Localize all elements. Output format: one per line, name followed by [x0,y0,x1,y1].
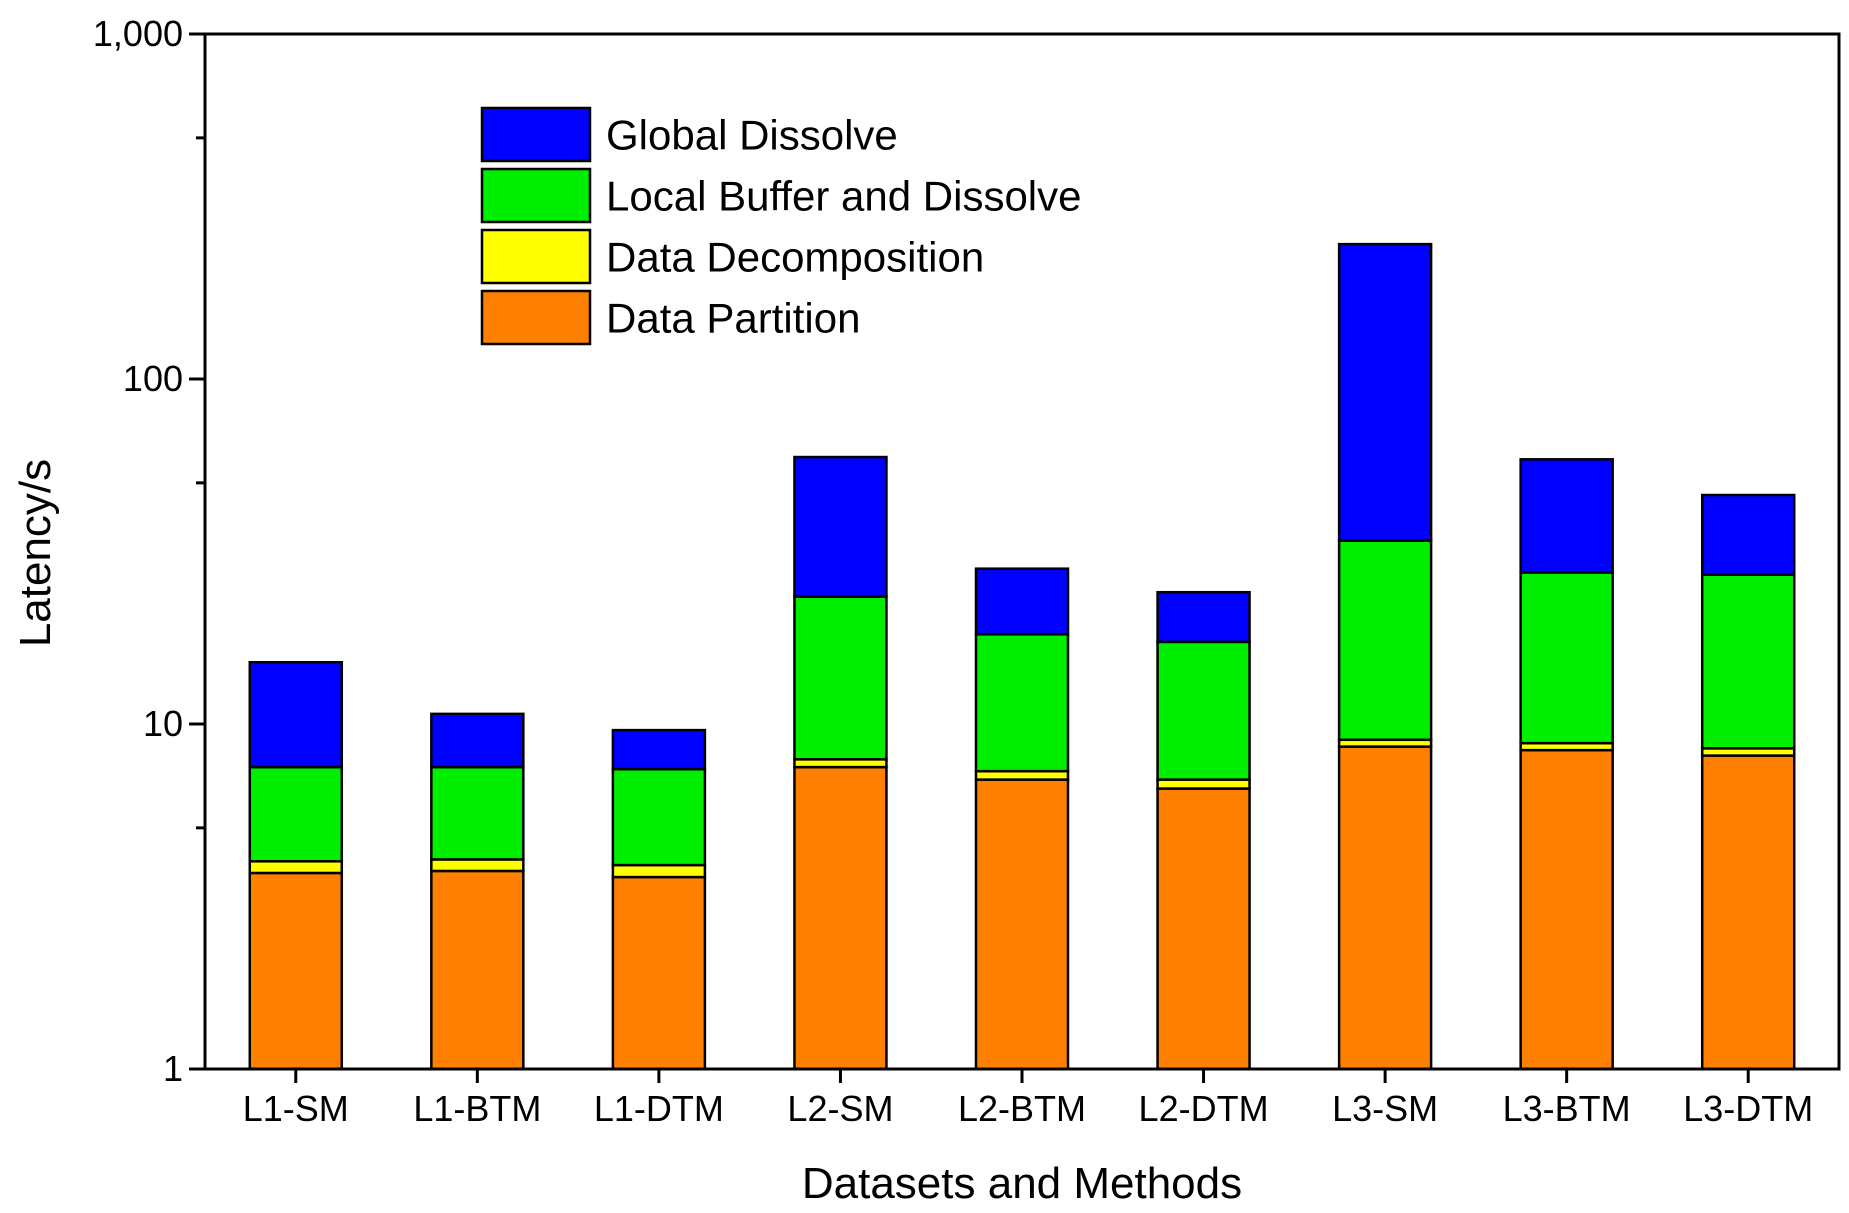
bar-stack-l1-dtm [611,728,707,1071]
bar-stack-l1-btm [430,712,525,1071]
x-tick-label: L1-DTM [594,1088,724,1129]
bar-stack-l2-btm [974,567,1070,1071]
bar-l3-sm-data-partition [1337,745,1433,1071]
bar-l2-btm-data-partition [974,778,1070,1071]
bar-l2-sm-local-buffer-and-dissolve [793,595,888,761]
bar-stack-l1-sm [248,661,344,1071]
bar-l2-sm-global-dissolve [793,455,888,598]
bar-l1-btm-data-decomposition [430,858,525,873]
bar-l3-dtm-local-buffer-and-dissolve [1700,573,1796,750]
legend-swatch [480,167,592,224]
legend-swatch [480,289,592,346]
x-tick-label: L2-SM [787,1088,893,1129]
x-axis: L1-SM L1-BTM L1-DTM L2-SM L2-BTM L2-DTM L3-SM L… [243,1069,1813,1129]
bars-layer [248,242,1796,1071]
bar-l2-sm-data-partition [793,765,888,1071]
x-tick-label: L2-DTM [1139,1088,1269,1129]
x-tick-label: L3-SM [1332,1088,1438,1129]
bar-stack-l2-dtm [1156,590,1251,1071]
y-axis-title: Latency/s [11,459,60,647]
bar-l3-btm-local-buffer-and-dissolve [1519,571,1614,745]
bar-l1-sm-local-buffer-and-dissolve [248,765,344,863]
bar-l1-sm-data-decomposition [248,860,344,875]
bar-l3-sm-local-buffer-and-dissolve [1337,539,1433,742]
bar-stack-l3-dtm [1700,493,1796,1071]
bar-l3-dtm-data-partition [1700,754,1796,1071]
bar-l1-btm-data-partition [430,869,525,1071]
y-axis: 1 10 100 1,000 [93,13,205,1089]
bar-l3-dtm-global-dissolve [1700,493,1796,576]
y-tick-label: 1 [163,1048,183,1089]
legend: Global Dissolve Local Buffer and Dissolve… [480,106,1082,346]
x-axis-title: Datasets and Methods [802,1159,1242,1208]
bar-stack-l2-sm [793,455,888,1071]
bar-l3-btm-global-dissolve [1519,458,1614,574]
bar-l3-sm-global-dissolve [1337,242,1433,542]
bar-l1-btm-local-buffer-and-dissolve [430,765,525,861]
bar-l1-sm-global-dissolve [248,661,344,769]
x-tick-label: L3-BTM [1503,1088,1631,1129]
bar-l3-btm-data-partition [1519,748,1614,1071]
bar-l1-btm-global-dissolve [430,712,525,769]
bar-l2-btm-global-dissolve [974,567,1070,636]
bar-stack-l3-sm [1337,242,1433,1071]
bar-l1-sm-data-partition [248,871,344,1071]
legend-label: Data Partition [606,295,860,342]
legend-item-data-partition: Data Partition [480,289,860,346]
legend-item-local-buffer-and-dissolve: Local Buffer and Dissolve [480,167,1082,224]
legend-swatch [480,228,592,285]
x-tick-label: L1-BTM [413,1088,541,1129]
x-tick-label: L3-DTM [1683,1088,1813,1129]
bar-l2-btm-data-decomposition [974,769,1070,781]
bar-l2-btm-local-buffer-and-dissolve [974,633,1070,773]
x-tick-label: L1-SM [243,1088,349,1129]
legend-item-data-decomposition: Data Decomposition [480,228,984,285]
bar-l2-dtm-data-decomposition [1156,778,1251,790]
legend-label: Local Buffer and Dissolve [606,173,1082,220]
x-tick-label: L2-BTM [958,1088,1086,1129]
legend-swatch [480,106,592,163]
bar-l1-dtm-data-decomposition [611,863,707,879]
y-tick-label: 10 [143,703,183,744]
legend-item-global-dissolve: Global Dissolve [480,106,898,163]
y-tick-label: 100 [123,358,183,399]
bar-l1-dtm-data-partition [611,875,707,1071]
bar-l1-dtm-local-buffer-and-dissolve [611,767,707,867]
bar-l2-dtm-global-dissolve [1156,590,1251,644]
bar-l2-dtm-local-buffer-and-dissolve [1156,640,1251,781]
legend-label: Global Dissolve [606,112,898,159]
bar-l1-dtm-global-dissolve [611,728,707,771]
legend-label: Data Decomposition [606,234,984,281]
bar-stack-l3-btm [1519,458,1614,1071]
bar-l2-dtm-data-partition [1156,787,1251,1071]
y-tick-label: 1,000 [93,13,183,54]
